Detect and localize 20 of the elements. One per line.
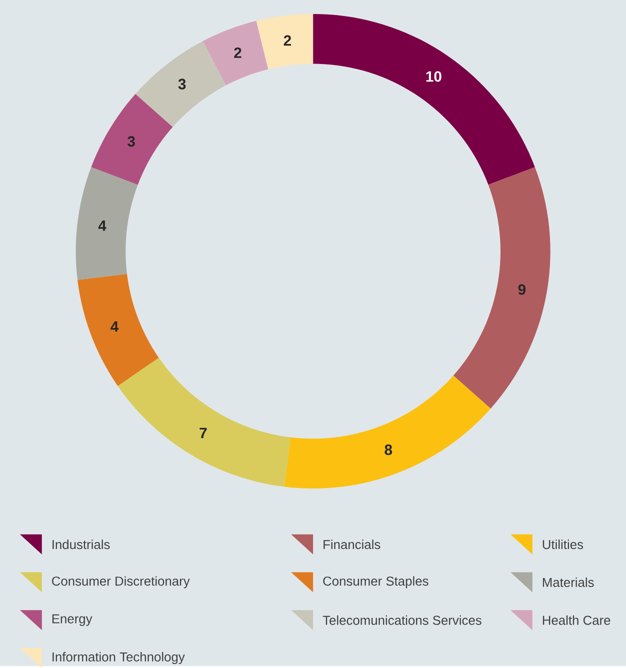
data-label: 4 bbox=[110, 321, 119, 332]
data-label: 3 bbox=[178, 78, 186, 90]
legend-label: Information Technology bbox=[52, 652, 185, 664]
legend-label: Consumer Staples bbox=[323, 576, 428, 588]
data-label: 9 bbox=[518, 284, 526, 295]
data-label: 2 bbox=[284, 35, 291, 46]
data-label: 3 bbox=[127, 136, 135, 147]
data-label: 8 bbox=[384, 444, 392, 456]
legend-label: Health Care bbox=[542, 615, 610, 625]
data-label: 2 bbox=[234, 47, 242, 58]
legend-label: Consumer Discretionary bbox=[52, 576, 190, 588]
data-label: 4 bbox=[98, 220, 106, 231]
legend-label: Utilities bbox=[542, 540, 583, 550]
legend-label: Telecomunications Services bbox=[322, 615, 482, 625]
legend-label: Industrials bbox=[52, 540, 110, 550]
data-label: 7 bbox=[200, 428, 207, 438]
data-label: 10 bbox=[426, 71, 442, 82]
legend-label: Financials bbox=[324, 540, 380, 550]
legend-label: Energy bbox=[52, 614, 92, 626]
legend-label: Materials bbox=[542, 578, 594, 587]
